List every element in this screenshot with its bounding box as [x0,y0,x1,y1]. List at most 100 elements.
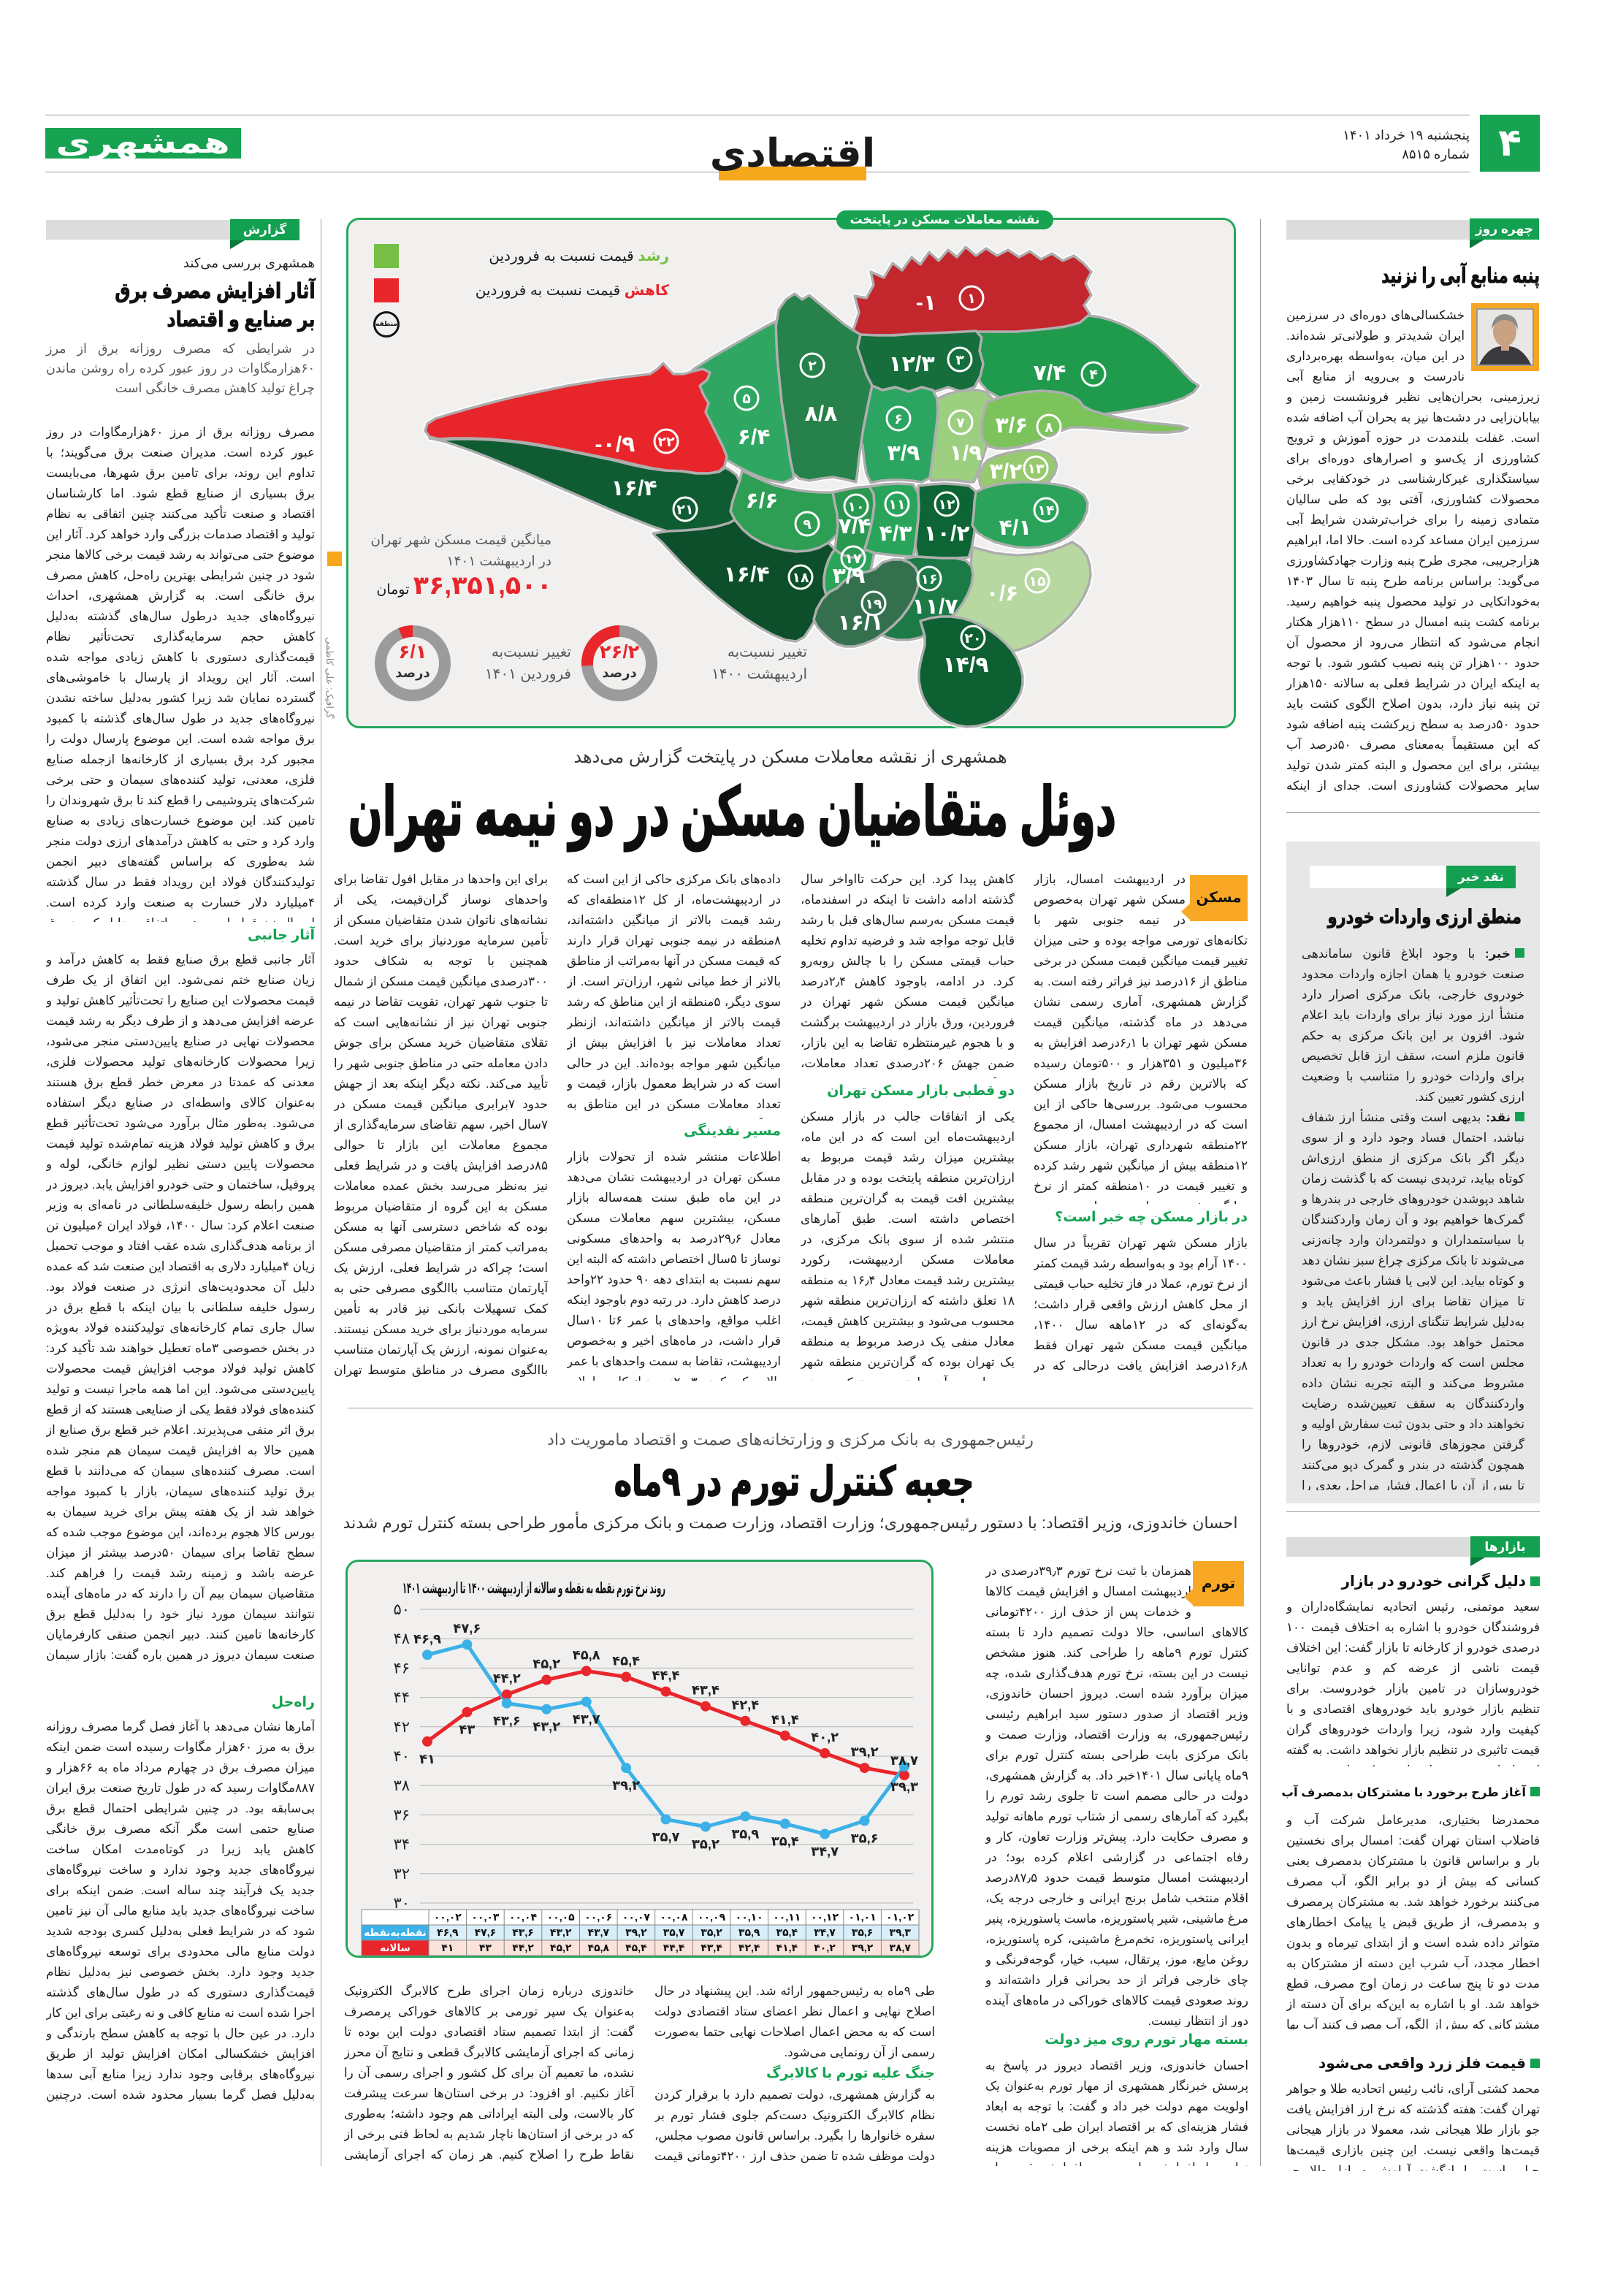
svg-text:۴۰,۲: ۴۰,۲ [814,1942,836,1953]
svg-text:۳۵,۷: ۳۵,۷ [652,1829,680,1844]
svg-text:۰۰,۰۹: ۰۰,۰۹ [698,1911,726,1923]
svg-text:۴۲,۴: ۴۲,۴ [731,1698,759,1712]
svg-text:۴۴: ۴۴ [393,1690,410,1706]
svg-text:۴/۳: ۴/۳ [879,522,912,546]
svg-text:۰۰,۰۷: ۰۰,۰۷ [622,1911,651,1923]
svg-text:۳۸,۷: ۳۸,۷ [890,1753,918,1768]
svg-text:۸/۸: ۸/۸ [805,402,838,426]
svg-text:۴۶,۹: ۴۶,۹ [437,1926,459,1938]
svg-text:۴۶,۹: ۴۶,۹ [413,1631,441,1646]
svg-text:۰۰,۰۸: ۰۰,۰۸ [660,1911,688,1923]
svg-text:۳۸,۷: ۳۸,۷ [889,1942,911,1953]
svg-text:نقطه‌به‌نقطه: نقطه‌به‌نقطه [364,1927,427,1938]
svg-text:۴۴,۲: ۴۴,۲ [493,1671,521,1686]
svg-text:۴۱: ۴۱ [441,1942,454,1953]
svg-text:۴۳,۲: ۴۳,۲ [533,1720,560,1734]
svg-text:۴۵,۲: ۴۵,۲ [533,1657,560,1671]
svg-text:۰۱,۰۱: ۰۱,۰۱ [849,1911,877,1923]
svg-text:۴۸: ۴۸ [393,1631,410,1647]
svg-text:۱۴: ۱۴ [1037,503,1054,519]
svg-text:۳۵,۹: ۳۵,۹ [738,1926,760,1938]
svg-text:۶/۴: ۶/۴ [738,425,771,449]
svg-text:۴۵,۸: ۴۵,۸ [573,1647,600,1662]
svg-text:۲۰: ۲۰ [964,631,981,647]
svg-text:۴۱,۴: ۴۱,۴ [776,1942,798,1953]
svg-text:۳: ۳ [955,353,964,368]
svg-text:۴۳,۷: ۴۳,۷ [588,1926,610,1938]
svg-text:۳/۹: ۳/۹ [888,441,920,465]
svg-text:۶: ۶ [894,412,903,427]
svg-text:۴۳,۴: ۴۳,۴ [692,1683,719,1698]
svg-text:۳۸: ۳۸ [393,1777,410,1794]
svg-text:۱۵: ۱۵ [1028,574,1046,590]
svg-text:۱۲/۳: ۱۲/۳ [888,352,934,376]
svg-text:۴۵,۲: ۴۵,۲ [550,1942,572,1953]
svg-text:۴۵,۴: ۴۵,۴ [625,1942,647,1953]
svg-text:۴۷,۶: ۴۷,۶ [453,1621,481,1636]
svg-text:۴۲,۴: ۴۲,۴ [738,1942,760,1953]
svg-text:۱/۹: ۱/۹ [950,441,982,465]
svg-text:۰/۶: ۰/۶ [986,581,1019,606]
svg-text:۴۳: ۴۳ [479,1942,492,1953]
svg-text:۰۰,۱۱: ۰۰,۱۱ [773,1911,801,1923]
svg-text:۳۹,۳: ۳۹,۳ [890,1780,918,1794]
svg-text:۴۱: ۴۱ [419,1752,435,1766]
svg-text:۴۱,۴: ۴۱,۴ [771,1712,799,1727]
svg-text:۴۴,۴: ۴۴,۴ [652,1668,680,1683]
svg-text:۴۲: ۴۲ [393,1719,410,1736]
svg-text:۳۵,۲: ۳۵,۲ [692,1837,719,1852]
svg-text:۳۹,۲: ۳۹,۲ [625,1926,647,1938]
svg-text:۱۷: ۱۷ [844,552,862,567]
svg-text:۳۵,۷: ۳۵,۷ [663,1926,685,1938]
svg-text:۴۳,۶: ۴۳,۶ [512,1926,534,1938]
svg-text:۰۰,۰۴: ۰۰,۰۴ [509,1911,538,1923]
svg-text:۲۲: ۲۲ [657,435,675,450]
svg-text:۳۹,۳: ۳۹,۳ [889,1926,911,1938]
svg-text:۳۹,۲: ۳۹,۲ [612,1778,640,1793]
svg-text:۳۶: ۳۶ [393,1807,410,1823]
svg-text:۴۰: ۴۰ [393,1748,410,1765]
svg-text:۲: ۲ [808,359,817,374]
svg-text:۰۰,۱۲: ۰۰,۱۲ [811,1911,839,1923]
svg-text:۰۰,۱۰: ۰۰,۱۰ [736,1911,763,1923]
svg-text:۱۱: ۱۱ [888,497,905,513]
svg-text:سالانه: سالانه [380,1942,411,1953]
svg-text:۴/۱: ۴/۱ [999,516,1032,540]
svg-text:۳۵,۶: ۳۵,۶ [851,1831,879,1845]
svg-text:۳۵,۴: ۳۵,۴ [776,1926,798,1938]
svg-text:۳۵,۹: ۳۵,۹ [731,1826,759,1841]
svg-text:۱: ۱ [967,291,976,307]
svg-text:۳۹,۲: ۳۹,۲ [851,1744,879,1759]
svg-text:۴۰,۲: ۴۰,۲ [811,1730,839,1744]
svg-text:۱۶/۴: ۱۶/۴ [611,476,657,500]
svg-text:-۰/۹: -۰/۹ [595,432,635,457]
svg-text:۰۰,۰۲: ۰۰,۰۲ [434,1911,462,1923]
svg-text:۴۴,۴: ۴۴,۴ [663,1942,685,1953]
svg-text:۳۴: ۳۴ [393,1837,410,1853]
svg-text:۴۵,۴: ۴۵,۴ [612,1654,640,1668]
svg-text:۱۰/۲: ۱۰/۲ [923,522,969,546]
svg-text:۵۰: ۵۰ [393,1601,410,1618]
svg-text:۳۹,۲: ۳۹,۲ [852,1942,874,1953]
svg-text:۱۱/۷: ۱۱/۷ [912,595,958,619]
svg-text:۰۰,۰۶: ۰۰,۰۶ [584,1911,612,1923]
svg-text:۸: ۸ [1045,420,1053,435]
svg-text:۷/۴: ۷/۴ [1034,361,1066,385]
svg-text:۳۵,۴: ۳۵,۴ [771,1834,799,1849]
svg-text:۴۶: ۴۶ [393,1660,410,1677]
svg-text:۳۲: ۳۲ [393,1866,410,1883]
svg-text:۴: ۴ [1089,367,1098,383]
svg-text:-۱: -۱ [916,291,936,315]
svg-text:۴۵,۸: ۴۵,۸ [588,1942,610,1953]
svg-text:۴۷,۶: ۴۷,۶ [475,1926,497,1938]
svg-text:۱۴/۹: ۱۴/۹ [942,653,988,677]
svg-text:۳۴,۷: ۳۴,۷ [811,1845,839,1859]
svg-text:روند نرخ تورم نقطه به نقطه و س: روند نرخ تورم نقطه به نقطه و سالانه از ا… [402,1580,665,1597]
svg-text:۱۲: ۱۲ [938,497,955,513]
svg-text:۰۱,۰۲: ۰۱,۰۲ [886,1911,915,1923]
svg-text:۱۸: ۱۸ [792,571,809,586]
svg-text:۳/۶: ۳/۶ [996,413,1028,438]
svg-text:۹: ۹ [803,517,812,533]
svg-text:۲۱: ۲۱ [676,503,693,518]
svg-text:۱۶/۴: ۱۶/۴ [723,562,769,587]
